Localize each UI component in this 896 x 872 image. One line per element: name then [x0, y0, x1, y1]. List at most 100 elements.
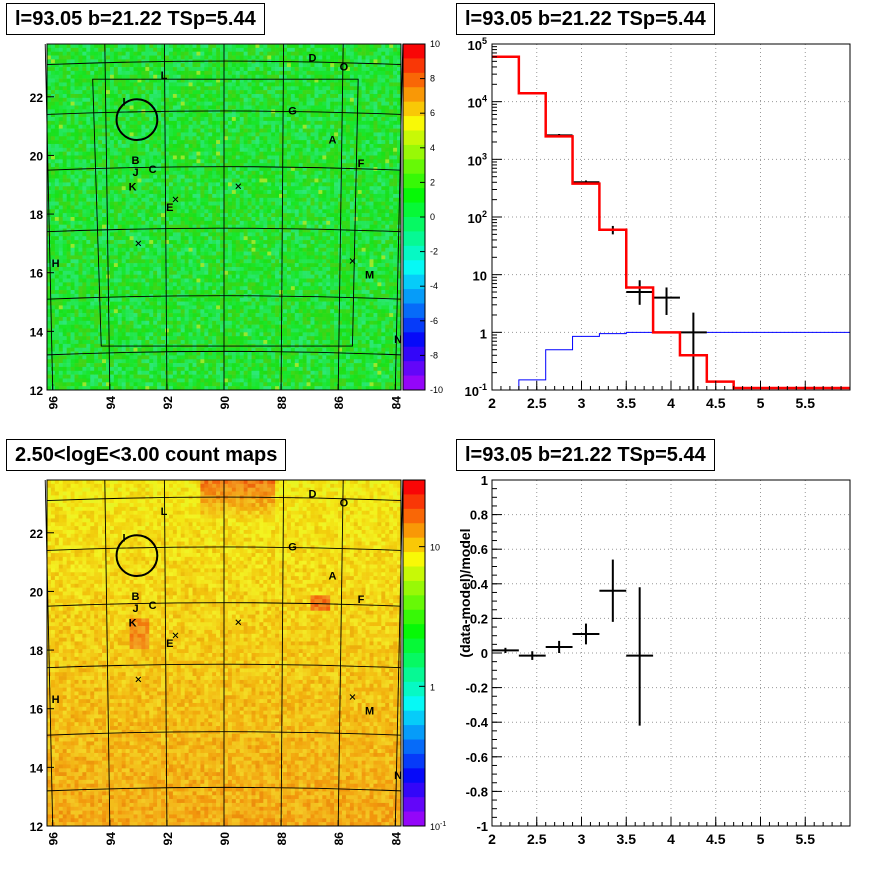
grid-line — [46, 350, 402, 356]
colorbar-cell — [403, 739, 425, 755]
colorbar-tick-label: -8 — [430, 350, 438, 360]
x-tick-label: 84 — [389, 832, 403, 846]
y-tick-label: 12 — [30, 384, 44, 398]
heatmap-tl: D O L I G A F BJ CK E H M N 96 94 92 90 88 86 84 12 14 16 18 20 2… — [30, 43, 404, 410]
residual-plot: 2 2.5 3 3.5 4 4.5 5 5.5 -1 -0.8 -0.6 -0.4 -0.2 0 0.2 0.… — [457, 473, 851, 847]
x-tick-label: 4 — [667, 831, 675, 847]
colorbar-tick-label: -6 — [430, 316, 438, 326]
colorbar-cell — [403, 303, 425, 319]
tick-label: 102 — [468, 209, 487, 226]
y-axis-label: (data-model)/model — [457, 528, 473, 657]
y-tick-label: 22 — [30, 91, 44, 105]
y-tick-label: -0.4 — [466, 715, 489, 730]
colorbar-cell — [403, 245, 425, 261]
source-label: D — [309, 489, 317, 501]
colorbar-tick-label: 0 — [430, 212, 435, 222]
panel-title-top-left: l=93.05 b=21.22 TSp=5.44 — [6, 3, 265, 35]
y-tick-label: 14 — [30, 325, 44, 339]
colorbar-cell — [403, 580, 425, 596]
colorbar-cell — [403, 595, 425, 611]
grid-line — [46, 166, 402, 171]
colorbar-cell — [403, 173, 425, 189]
source-label: H — [52, 694, 60, 706]
source-circle — [115, 534, 159, 578]
grid-line — [280, 43, 285, 391]
colorbar-tick-label: 4 — [430, 143, 435, 153]
source-label: D — [309, 53, 317, 65]
grid-line — [280, 479, 285, 827]
y-tick-label: 16 — [30, 703, 44, 717]
colorbar-cell — [403, 58, 425, 74]
series-model — [492, 55, 850, 390]
x-tick-label: 3.5 — [617, 831, 637, 847]
grid-line — [46, 227, 402, 233]
grid-line — [46, 546, 402, 551]
colorbar-cell — [403, 537, 425, 553]
grid-line — [46, 663, 402, 669]
source-label: M — [365, 706, 374, 718]
source-label: M — [365, 270, 374, 282]
source-label: A — [329, 571, 337, 583]
x-tick-label: 5 — [757, 395, 765, 411]
source-label: O — [340, 61, 349, 73]
x-tick-label: 3 — [578, 395, 586, 411]
colorbar-cell — [403, 508, 425, 524]
x-tick-label: 5 — [757, 831, 765, 847]
colorbar-cell — [403, 681, 425, 697]
colorbar-cell — [403, 768, 425, 784]
x-tick-label: 2 — [488, 831, 496, 847]
source-label: J — [132, 167, 138, 179]
grid-line — [44, 479, 54, 827]
colorbar-cell — [403, 44, 425, 59]
x-tick-label: 5.5 — [796, 395, 816, 411]
tick-label: 1 — [480, 326, 487, 341]
colorbar-cell — [403, 130, 425, 146]
x-tick-label: 2 — [488, 395, 496, 411]
colorbar-tick-label: -4 — [430, 281, 438, 291]
tick-label: 10 — [473, 269, 487, 284]
x-tick-label: 96 — [47, 396, 61, 410]
source-marker — [135, 240, 142, 247]
x-tick-label: 90 — [218, 832, 232, 846]
source-label: E — [166, 638, 173, 650]
panel-title-bottom-right: l=93.05 b=21.22 TSp=5.44 — [456, 439, 715, 471]
panel-title-top-right: l=93.05 b=21.22 TSp=5.44 — [456, 3, 715, 35]
spectrum-plot: 2 2.5 3 3.5 4 4.5 5 5.5 10-1 1 10 102 103 104 105 — [465, 36, 851, 411]
grid-line — [46, 731, 402, 736]
x-tick-label: 4.5 — [706, 395, 726, 411]
colorbar-cell — [403, 274, 425, 290]
colorbar-cell — [403, 87, 425, 103]
colorbar-tick-label: 6 — [430, 108, 435, 118]
y-tick-label: 20 — [30, 585, 44, 599]
colorbar-cell — [403, 317, 425, 333]
x-tick-label: 3.5 — [617, 395, 637, 411]
colorbar-cell — [403, 188, 425, 203]
source-label: N — [394, 770, 402, 782]
plot-grid — [491, 479, 850, 827]
x-tick-label: 88 — [275, 396, 289, 410]
x-tick-label: 2.5 — [527, 831, 547, 847]
y-tick-label: 0.6 — [470, 542, 488, 557]
source-label: A — [329, 135, 337, 147]
source-marker — [235, 183, 242, 190]
y-tick-label: 16 — [30, 267, 44, 281]
colorbar-tick-label: 10 — [430, 39, 440, 49]
x-tick-label: 94 — [104, 396, 118, 410]
grid-line — [337, 479, 344, 827]
source-marker — [349, 694, 356, 700]
colorbar-tick-label: -2 — [430, 247, 438, 257]
roi-outline — [92, 78, 359, 347]
colorbar-cell — [403, 494, 425, 510]
tick-label: 105 — [468, 36, 487, 53]
x-tick-label: 90 — [218, 396, 232, 410]
colorbar-cell — [403, 725, 425, 740]
source-circle — [115, 98, 159, 142]
x-tick-label: 4 — [667, 395, 675, 411]
grid-line — [163, 479, 168, 827]
colorbar-cell — [403, 217, 425, 232]
colorbar: 10 8 6 4 2 0 -2 -4 -6 -8 -10 — [402, 39, 443, 395]
grid-line — [104, 479, 111, 827]
colorbar-cell — [403, 260, 425, 276]
grid-line — [394, 43, 404, 391]
grid-line — [46, 496, 402, 502]
